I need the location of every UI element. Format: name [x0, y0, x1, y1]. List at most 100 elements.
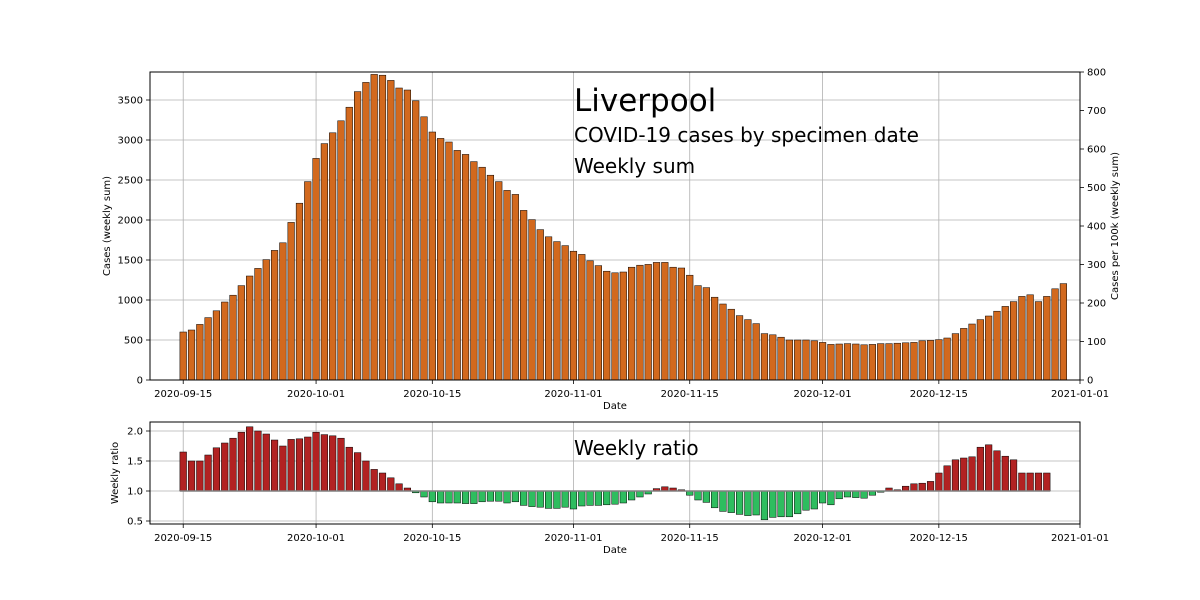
bottom-x-tick-label: 2020-10-01: [287, 533, 345, 544]
top-bar: [453, 150, 461, 381]
top-y-right-tick-label: 700: [1087, 106, 1106, 117]
bottom-y-tick-label: 0.5: [127, 517, 143, 528]
top-x-tick-label: 2020-10-01: [287, 389, 345, 400]
top-bar: [827, 344, 835, 381]
bottom-bar: [578, 490, 586, 507]
bottom-bar: [910, 483, 918, 492]
top-bar: [910, 342, 918, 381]
top-bar: [661, 262, 669, 381]
top-bar: [744, 319, 752, 381]
top-bar: [644, 264, 652, 381]
bottom-bar: [295, 438, 304, 492]
bottom-bar: [611, 490, 619, 505]
bottom-bar: [528, 490, 536, 507]
bottom-bar: [827, 490, 835, 506]
bottom-bar: [420, 490, 428, 498]
top-bar: [785, 339, 793, 381]
top-bar: [287, 222, 295, 381]
top-bar: [254, 268, 262, 381]
bottom-bar: [387, 477, 395, 492]
bottom-bar: [511, 490, 519, 503]
top-bar: [395, 87, 403, 381]
top-bar: [860, 344, 868, 381]
bottom-bar: [254, 430, 262, 492]
top-bar: [329, 132, 337, 381]
bottom-bar: [495, 490, 503, 502]
top-bar: [461, 154, 470, 381]
bottom-bar: [221, 442, 229, 492]
bottom-bar: [1034, 472, 1043, 492]
top-y-right-tick-label: 200: [1087, 299, 1106, 310]
top-bar: [702, 287, 710, 381]
bottom-bar: [437, 490, 445, 504]
top-chart-subtitle: COVID-19 cases by specimen date: [574, 123, 919, 147]
top-bar: [893, 342, 901, 381]
bottom-bar: [735, 490, 744, 515]
bottom-bar: [810, 490, 818, 510]
bottom-bar: [636, 490, 644, 498]
bottom-bar: [569, 490, 578, 510]
top-bar: [636, 264, 644, 381]
top-bar: [212, 310, 221, 381]
top-bar: [578, 254, 586, 381]
bottom-bar: [270, 439, 279, 492]
top-bar: [1059, 283, 1067, 381]
bottom-bar: [370, 469, 378, 492]
bottom-bar: [545, 490, 553, 509]
bottom-bar: [320, 434, 328, 492]
top-bar: [686, 274, 694, 381]
top-bar: [868, 344, 876, 381]
top-bar: [843, 343, 852, 381]
top-y-tick-label: 1500: [118, 256, 143, 267]
bottom-bar: [503, 490, 511, 504]
bottom-bar: [943, 465, 951, 492]
bottom-bar: [312, 431, 320, 492]
bottom-bar: [985, 444, 993, 492]
top-bar: [968, 323, 976, 381]
bottom-bar: [619, 490, 627, 504]
bottom-bar: [536, 490, 544, 508]
bottom-bar: [702, 490, 710, 503]
top-bar: [229, 294, 237, 381]
top-bar: [528, 219, 536, 381]
bottom-bar: [428, 490, 436, 503]
bottom-bar: [794, 490, 802, 515]
top-bar: [503, 190, 511, 381]
top-bar: [603, 270, 611, 381]
top-bar: [669, 266, 677, 381]
bottom-bar: [461, 490, 470, 504]
bottom-y-tick-label: 1.0: [127, 487, 143, 498]
bottom-bar: [1010, 459, 1018, 492]
bottom-x-tick-label: 2020-09-15: [154, 533, 212, 544]
bottom-chart-title: Weekly ratio: [574, 436, 699, 460]
top-bar: [495, 181, 503, 381]
bottom-bar: [561, 490, 569, 508]
bottom-y-axis-label: Weekly ratio: [110, 442, 121, 504]
top-bar: [918, 340, 926, 381]
bottom-x-tick-label: 2020-12-15: [910, 533, 968, 544]
top-y-axis-label: Cases (weekly sum): [102, 176, 113, 276]
bottom-bar: [802, 490, 810, 511]
bottom-bar: [395, 483, 403, 492]
top-bar: [777, 336, 785, 381]
top-bar: [652, 262, 661, 381]
top-bar: [545, 236, 553, 381]
top-bar: [520, 210, 528, 381]
top-bar: [993, 310, 1001, 381]
bottom-bar: [486, 490, 495, 502]
bottom-x-tick-label: 2020-11-15: [661, 533, 719, 544]
top-bar: [810, 340, 818, 381]
top-bar: [279, 242, 287, 381]
top-y-right-tick-label: 800: [1087, 68, 1106, 79]
bottom-x-axis-label: Date: [603, 545, 627, 556]
bottom-bar: [229, 437, 237, 492]
top-bar: [835, 343, 843, 381]
top-bar: [819, 342, 827, 381]
bottom-bar: [478, 490, 486, 503]
top-bar: [437, 138, 445, 381]
top-bar: [320, 143, 328, 381]
bottom-bar: [246, 426, 254, 492]
top-bar: [412, 100, 420, 381]
top-bar: [304, 181, 312, 381]
